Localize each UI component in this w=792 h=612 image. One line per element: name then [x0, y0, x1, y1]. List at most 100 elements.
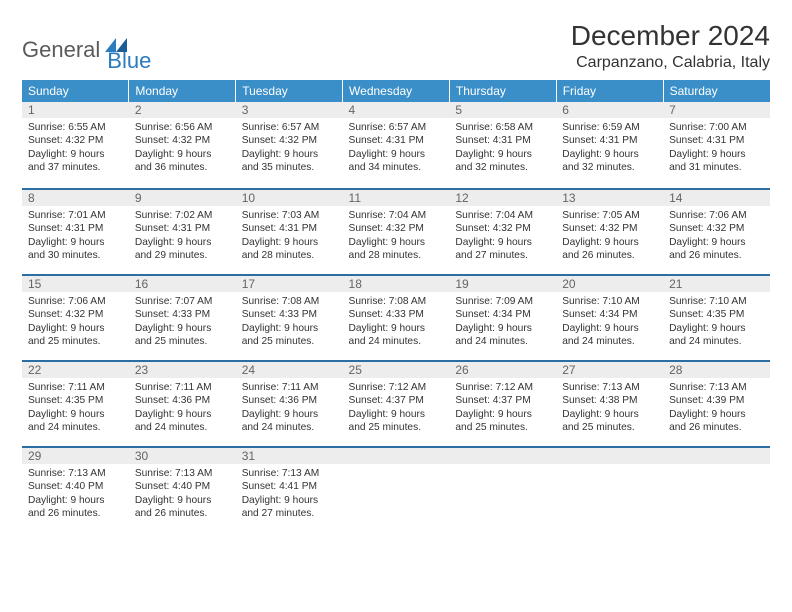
- day-info: Sunrise: 7:06 AMSunset: 4:32 PMDaylight:…: [663, 206, 770, 267]
- calendar-cell: 5Sunrise: 6:58 AMSunset: 4:31 PMDaylight…: [449, 102, 556, 188]
- header: General Blue December 2024 Carpanzano, C…: [22, 20, 770, 74]
- day-number: 21: [663, 274, 770, 292]
- calendar-cell: 9Sunrise: 7:02 AMSunset: 4:31 PMDaylight…: [129, 188, 236, 274]
- calendar-cell: 20Sunrise: 7:10 AMSunset: 4:34 PMDayligh…: [556, 274, 663, 360]
- day-number: 29: [22, 446, 129, 464]
- calendar-week-row: 15Sunrise: 7:06 AMSunset: 4:32 PMDayligh…: [22, 274, 770, 360]
- day-info: Sunrise: 6:58 AMSunset: 4:31 PMDaylight:…: [449, 118, 556, 179]
- day-info: Sunrise: 7:08 AMSunset: 4:33 PMDaylight:…: [236, 292, 343, 353]
- day-number: 7: [663, 102, 770, 118]
- calendar-header-row: SundayMondayTuesdayWednesdayThursdayFrid…: [22, 80, 770, 102]
- calendar-cell: [663, 446, 770, 532]
- day-number: 11: [343, 188, 450, 206]
- calendar-cell: 16Sunrise: 7:07 AMSunset: 4:33 PMDayligh…: [129, 274, 236, 360]
- day-info: Sunrise: 7:11 AMSunset: 4:36 PMDaylight:…: [129, 378, 236, 439]
- day-number: 19: [449, 274, 556, 292]
- day-info: Sunrise: 7:02 AMSunset: 4:31 PMDaylight:…: [129, 206, 236, 267]
- day-header: Wednesday: [343, 80, 450, 102]
- day-info: Sunrise: 7:04 AMSunset: 4:32 PMDaylight:…: [343, 206, 450, 267]
- day-number: 16: [129, 274, 236, 292]
- day-info: Sunrise: 7:03 AMSunset: 4:31 PMDaylight:…: [236, 206, 343, 267]
- day-info: Sunrise: 7:11 AMSunset: 4:35 PMDaylight:…: [22, 378, 129, 439]
- logo: General Blue: [22, 26, 151, 74]
- calendar-cell: 7Sunrise: 7:00 AMSunset: 4:31 PMDaylight…: [663, 102, 770, 188]
- calendar-cell: [343, 446, 450, 532]
- calendar-cell: 30Sunrise: 7:13 AMSunset: 4:40 PMDayligh…: [129, 446, 236, 532]
- calendar-cell: 27Sunrise: 7:13 AMSunset: 4:38 PMDayligh…: [556, 360, 663, 446]
- day-number: [663, 446, 770, 464]
- day-number: 17: [236, 274, 343, 292]
- calendar-cell: 2Sunrise: 6:56 AMSunset: 4:32 PMDaylight…: [129, 102, 236, 188]
- calendar-cell: 8Sunrise: 7:01 AMSunset: 4:31 PMDaylight…: [22, 188, 129, 274]
- day-info: Sunrise: 6:56 AMSunset: 4:32 PMDaylight:…: [129, 118, 236, 179]
- calendar-table: SundayMondayTuesdayWednesdayThursdayFrid…: [22, 80, 770, 532]
- calendar-cell: 31Sunrise: 7:13 AMSunset: 4:41 PMDayligh…: [236, 446, 343, 532]
- day-number: 3: [236, 102, 343, 118]
- day-info: Sunrise: 7:04 AMSunset: 4:32 PMDaylight:…: [449, 206, 556, 267]
- day-info: [556, 464, 663, 471]
- calendar-cell: 29Sunrise: 7:13 AMSunset: 4:40 PMDayligh…: [22, 446, 129, 532]
- calendar-cell: 3Sunrise: 6:57 AMSunset: 4:32 PMDaylight…: [236, 102, 343, 188]
- day-number: 28: [663, 360, 770, 378]
- calendar-cell: 18Sunrise: 7:08 AMSunset: 4:33 PMDayligh…: [343, 274, 450, 360]
- calendar-cell: 26Sunrise: 7:12 AMSunset: 4:37 PMDayligh…: [449, 360, 556, 446]
- day-number: 12: [449, 188, 556, 206]
- title-block: December 2024 Carpanzano, Calabria, Ital…: [571, 20, 770, 72]
- day-number: 13: [556, 188, 663, 206]
- day-info: Sunrise: 7:12 AMSunset: 4:37 PMDaylight:…: [449, 378, 556, 439]
- day-number: 31: [236, 446, 343, 464]
- day-info: Sunrise: 7:13 AMSunset: 4:41 PMDaylight:…: [236, 464, 343, 525]
- day-number: 25: [343, 360, 450, 378]
- day-info: Sunrise: 7:13 AMSunset: 4:38 PMDaylight:…: [556, 378, 663, 439]
- calendar-week-row: 22Sunrise: 7:11 AMSunset: 4:35 PMDayligh…: [22, 360, 770, 446]
- day-number: 5: [449, 102, 556, 118]
- logo-text-general: General: [22, 37, 100, 63]
- day-info: [343, 464, 450, 471]
- day-info: Sunrise: 6:59 AMSunset: 4:31 PMDaylight:…: [556, 118, 663, 179]
- calendar-cell: 11Sunrise: 7:04 AMSunset: 4:32 PMDayligh…: [343, 188, 450, 274]
- day-info: Sunrise: 7:07 AMSunset: 4:33 PMDaylight:…: [129, 292, 236, 353]
- month-title: December 2024: [571, 20, 770, 52]
- day-info: [449, 464, 556, 471]
- day-header: Monday: [129, 80, 236, 102]
- calendar-body: 1Sunrise: 6:55 AMSunset: 4:32 PMDaylight…: [22, 102, 770, 532]
- day-header: Saturday: [663, 80, 770, 102]
- calendar-week-row: 1Sunrise: 6:55 AMSunset: 4:32 PMDaylight…: [22, 102, 770, 188]
- day-info: Sunrise: 6:57 AMSunset: 4:31 PMDaylight:…: [343, 118, 450, 179]
- day-info: Sunrise: 7:09 AMSunset: 4:34 PMDaylight:…: [449, 292, 556, 353]
- day-number: 6: [556, 102, 663, 118]
- calendar-cell: 10Sunrise: 7:03 AMSunset: 4:31 PMDayligh…: [236, 188, 343, 274]
- day-info: Sunrise: 7:10 AMSunset: 4:35 PMDaylight:…: [663, 292, 770, 353]
- day-info: Sunrise: 7:05 AMSunset: 4:32 PMDaylight:…: [556, 206, 663, 267]
- day-number: [343, 446, 450, 464]
- calendar-cell: 22Sunrise: 7:11 AMSunset: 4:35 PMDayligh…: [22, 360, 129, 446]
- day-info: Sunrise: 7:13 AMSunset: 4:39 PMDaylight:…: [663, 378, 770, 439]
- calendar-cell: [556, 446, 663, 532]
- day-info: [663, 464, 770, 471]
- location-subtitle: Carpanzano, Calabria, Italy: [571, 54, 770, 72]
- day-info: Sunrise: 7:13 AMSunset: 4:40 PMDaylight:…: [129, 464, 236, 525]
- logo-text-blue: Blue: [107, 48, 151, 74]
- day-number: 14: [663, 188, 770, 206]
- day-number: 26: [449, 360, 556, 378]
- calendar-cell: 28Sunrise: 7:13 AMSunset: 4:39 PMDayligh…: [663, 360, 770, 446]
- day-number: 27: [556, 360, 663, 378]
- day-number: 18: [343, 274, 450, 292]
- day-info: Sunrise: 6:55 AMSunset: 4:32 PMDaylight:…: [22, 118, 129, 179]
- calendar-cell: 6Sunrise: 6:59 AMSunset: 4:31 PMDaylight…: [556, 102, 663, 188]
- day-number: 2: [129, 102, 236, 118]
- day-number: 9: [129, 188, 236, 206]
- day-number: 10: [236, 188, 343, 206]
- day-info: Sunrise: 7:10 AMSunset: 4:34 PMDaylight:…: [556, 292, 663, 353]
- day-number: [449, 446, 556, 464]
- day-number: 4: [343, 102, 450, 118]
- calendar-cell: 15Sunrise: 7:06 AMSunset: 4:32 PMDayligh…: [22, 274, 129, 360]
- calendar-week-row: 29Sunrise: 7:13 AMSunset: 4:40 PMDayligh…: [22, 446, 770, 532]
- day-info: Sunrise: 7:13 AMSunset: 4:40 PMDaylight:…: [22, 464, 129, 525]
- day-number: 8: [22, 188, 129, 206]
- day-info: Sunrise: 7:00 AMSunset: 4:31 PMDaylight:…: [663, 118, 770, 179]
- calendar-cell: 21Sunrise: 7:10 AMSunset: 4:35 PMDayligh…: [663, 274, 770, 360]
- calendar-cell: 4Sunrise: 6:57 AMSunset: 4:31 PMDaylight…: [343, 102, 450, 188]
- calendar-cell: 12Sunrise: 7:04 AMSunset: 4:32 PMDayligh…: [449, 188, 556, 274]
- calendar-cell: [449, 446, 556, 532]
